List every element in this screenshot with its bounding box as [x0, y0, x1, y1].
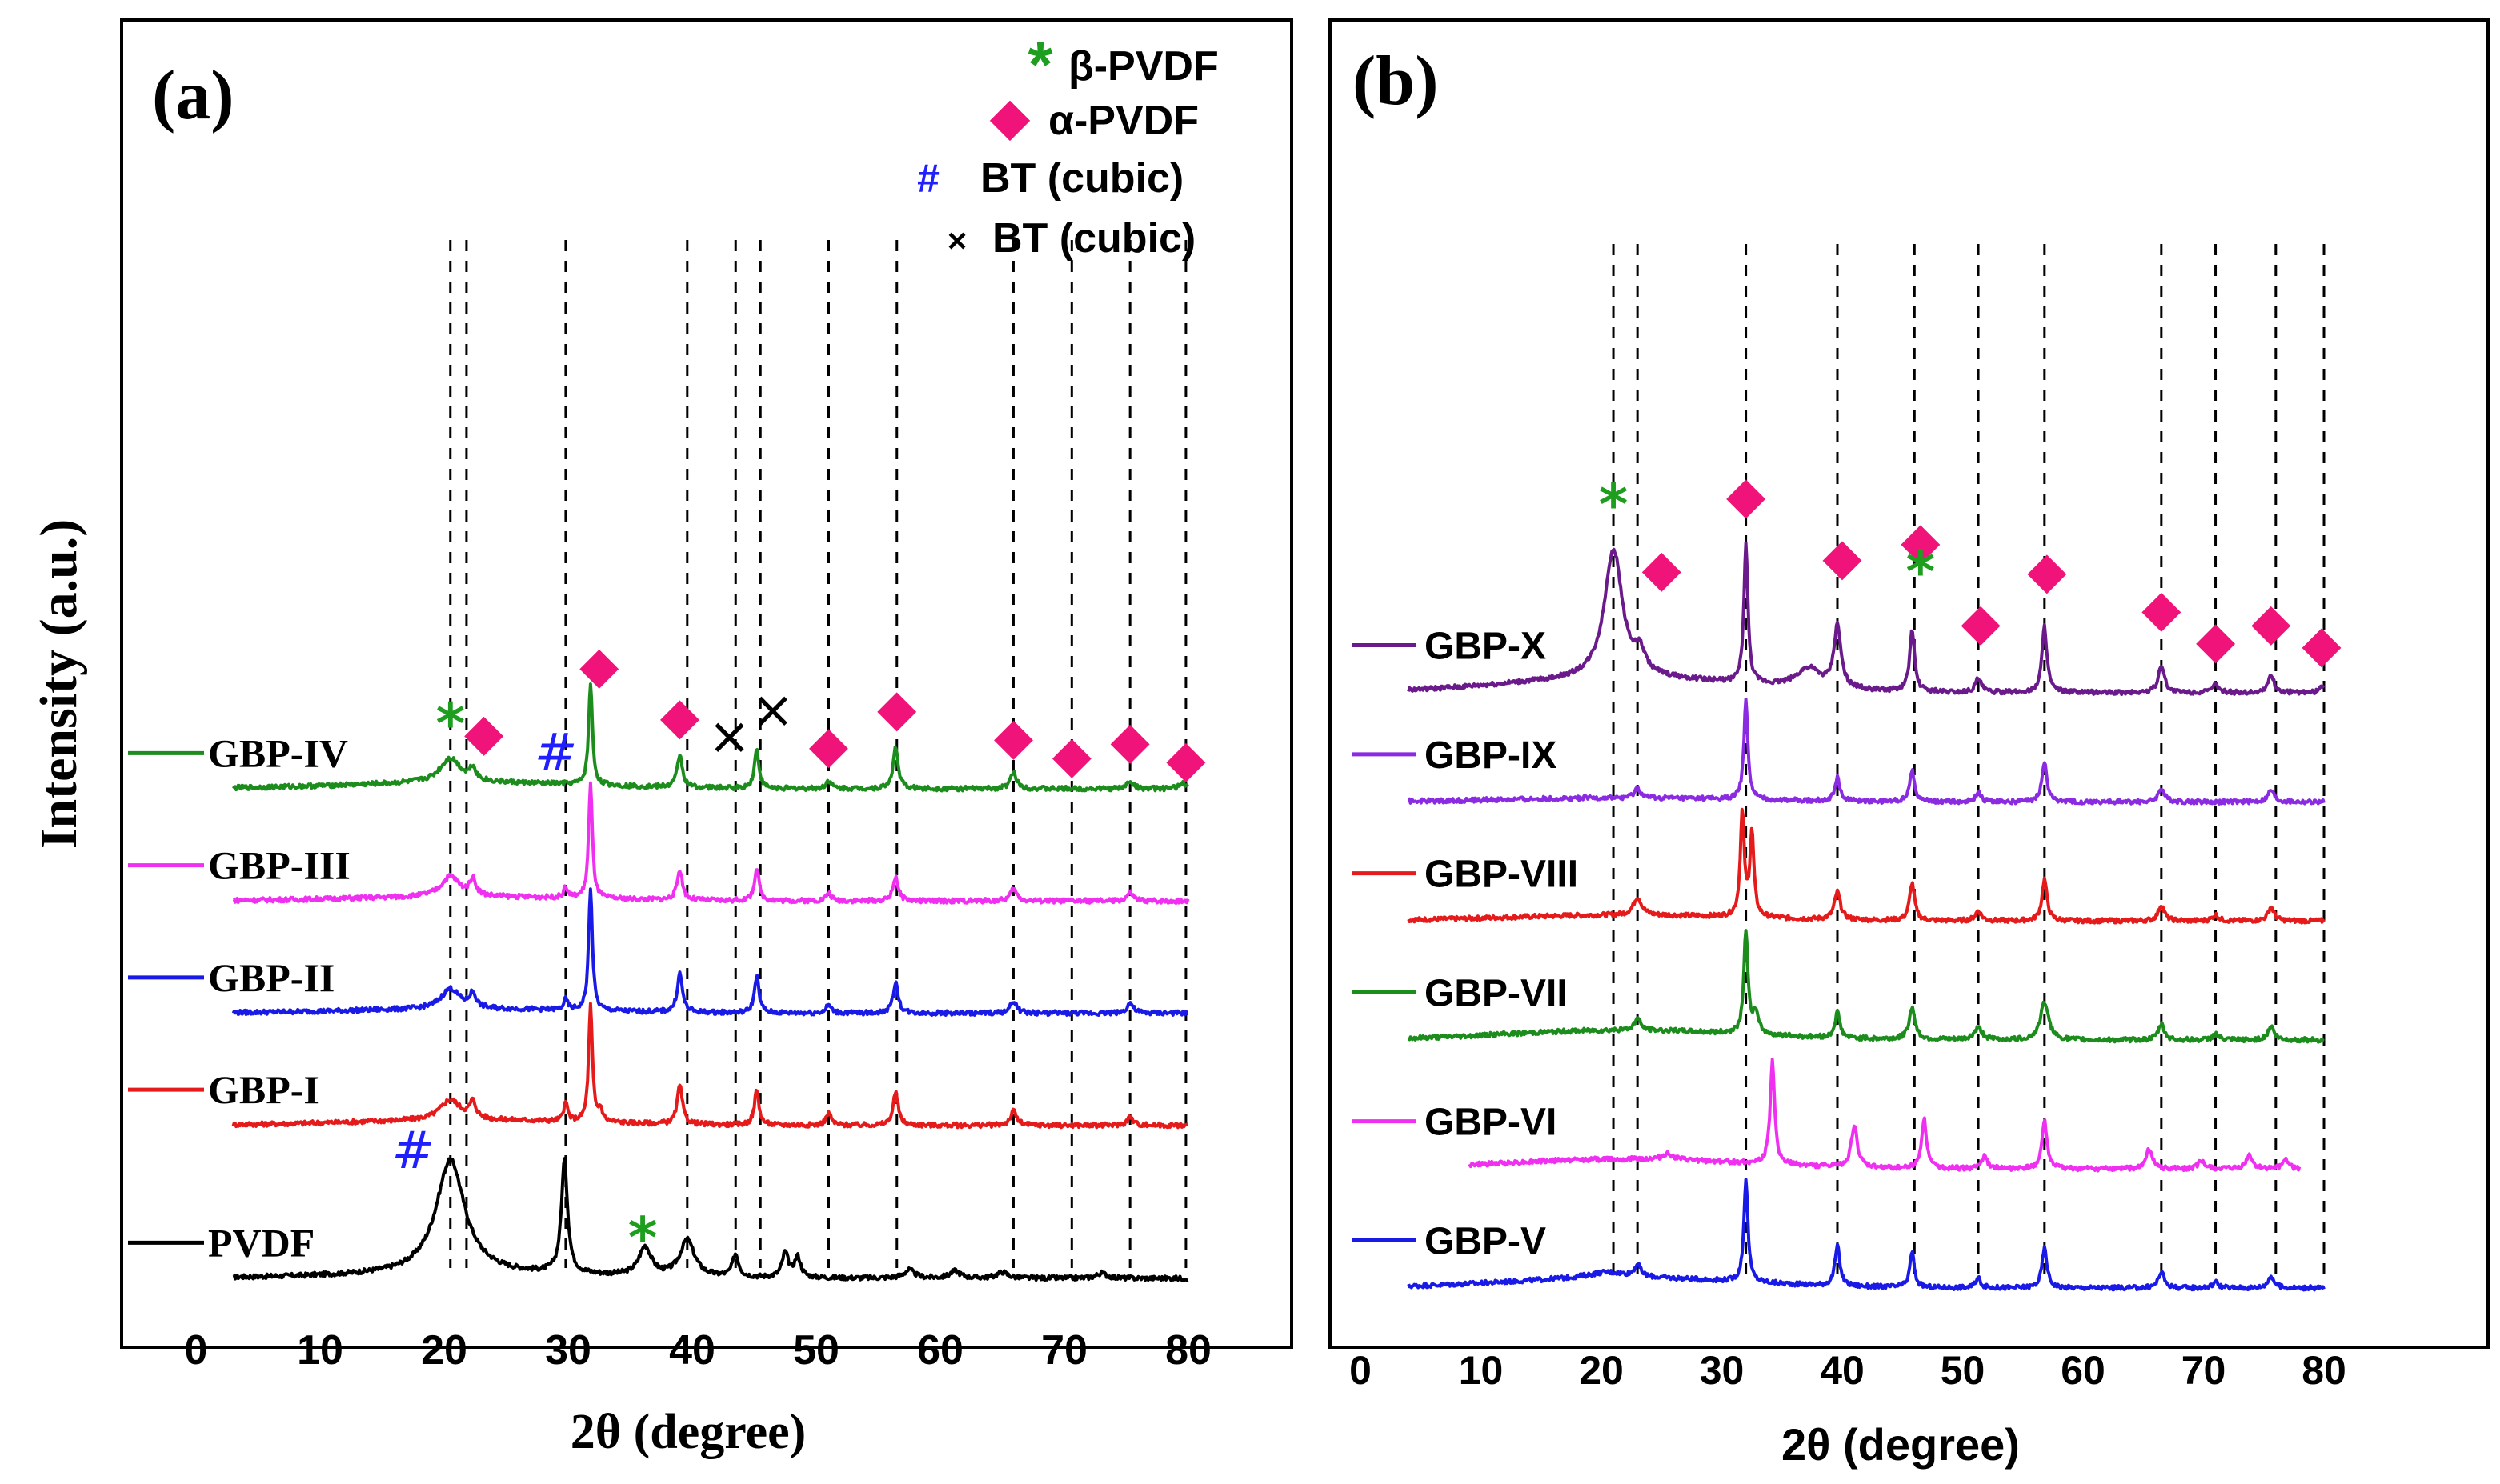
panel-b-xtick-label: 40	[1820, 1348, 1865, 1393]
panel-b-xtick-label: 30	[1700, 1348, 1745, 1393]
trace-gbp-iii	[232, 781, 1190, 905]
series-label-gbp-ii: GBP-II	[208, 955, 335, 1000]
alpha-pvdf-marker: ◆	[2302, 614, 2342, 674]
alpha-pvdf-marker: ◆	[1642, 539, 1682, 598]
trace-gbp-ix	[1408, 698, 2326, 806]
series-label-gbp-i: GBP-I	[208, 1067, 319, 1112]
alpha-pvdf-marker: ◆	[1726, 466, 1766, 525]
series-label-gbp-x: GBP-X	[1424, 625, 1546, 667]
panel-b-xtick-label: 10	[1459, 1348, 1504, 1393]
trace-gbp-v	[1407, 1178, 2326, 1292]
bt-cubic-marker: ×	[708, 707, 751, 766]
panel-a-xtick-label: 20	[421, 1327, 467, 1374]
alpha-pvdf-marker: ◆	[1961, 593, 2001, 652]
legend-bt-cross-symbol: ×	[948, 222, 968, 259]
trace-gbp-ii	[231, 887, 1189, 1018]
legend: * β-PVDF ◆ α-PVDF # BT (cubic) × BT (cub…	[917, 29, 1219, 262]
y-axis-label: Intensity (a.u.)	[30, 519, 88, 850]
panel-a-xtick-label: 70	[1041, 1327, 1088, 1374]
panel-b-xtick-label: 0	[1349, 1348, 1372, 1393]
alpha-pvdf-marker: ◆	[2027, 542, 2067, 601]
series-label-gbp-ix: GBP-IX	[1424, 734, 1556, 777]
series-label-gbp-vii: GBP-VII	[1424, 972, 1568, 1014]
series-label-pvdf: PVDF	[208, 1220, 315, 1265]
legend-alpha-label: α-PVDF	[1048, 98, 1199, 144]
legend-beta-label: β-PVDF	[1068, 43, 1219, 90]
trace-gbp-vi	[1468, 1058, 2302, 1173]
trace-gbp-iv	[231, 682, 1190, 793]
panel-b-xtick-label: 80	[2302, 1348, 2346, 1393]
trace-gbp-viii	[1407, 807, 2326, 925]
trace-gbp-x	[1407, 541, 2326, 697]
alpha-pvdf-marker: ◆	[464, 703, 504, 762]
series-label-gbp-v: GBP-V	[1424, 1220, 1546, 1262]
beta-pvdf-marker: *	[1599, 472, 1629, 538]
alpha-pvdf-marker: ◆	[1111, 711, 1151, 770]
alpha-pvdf-marker: ◆	[994, 707, 1034, 766]
panel-a-frame	[120, 18, 1293, 1349]
alpha-pvdf-marker: ◆	[1822, 527, 1862, 586]
trace-gbp-vii	[1407, 929, 2325, 1044]
beta-pvdf-marker: *	[628, 1206, 658, 1271]
bt-cubic-marker: #	[391, 1122, 435, 1181]
panel-a-xtick-label: 10	[297, 1327, 343, 1374]
series-label-gbp-iv: GBP-IV	[208, 730, 348, 775]
panel-a-xlabel: 2θ (degree)	[571, 1405, 807, 1459]
panel-a-xtick-label: 50	[793, 1327, 839, 1374]
alpha-pvdf-marker: ◆	[2196, 610, 2236, 670]
legend-alpha-symbol: ◆	[990, 86, 1031, 146]
panel-b-xtick-label: 60	[2061, 1348, 2105, 1393]
alpha-pvdf-marker: ◆	[809, 715, 849, 774]
alpha-pvdf-marker: ◆	[660, 687, 700, 746]
legend-beta-symbol: *	[1028, 29, 1053, 100]
trace-pvdf	[232, 1157, 1189, 1282]
panel-a-xtick-label: 40	[669, 1327, 715, 1374]
panel-b-label: (b)	[1352, 42, 1439, 120]
panel-a-xtick-label: 60	[917, 1327, 964, 1374]
series-label-gbp-viii: GBP-VIII	[1424, 854, 1578, 896]
trace-gbp-i	[231, 1002, 1189, 1130]
panel-b-xtick-label: 70	[2181, 1348, 2226, 1393]
alpha-pvdf-marker: ◆	[579, 636, 619, 695]
alpha-pvdf-marker: ◆	[2251, 593, 2291, 652]
alpha-pvdf-marker: ◆	[1166, 730, 1206, 789]
panel-b-xlabel: 2θ (degree)	[1781, 1419, 2020, 1470]
legend-bt-hash-symbol: #	[917, 156, 940, 201]
bt-cubic-marker: #	[535, 724, 578, 783]
panel-a-xtick-label: 30	[545, 1327, 591, 1374]
panel-a-xtick-label: 80	[1165, 1327, 1212, 1374]
alpha-pvdf-marker: ◆	[2141, 579, 2181, 638]
legend-bt-cross-label: BT (cubic)	[992, 215, 1196, 262]
panel-a-xtick-label: 0	[185, 1327, 208, 1374]
panel-b-xtick-label: 20	[1579, 1348, 1624, 1393]
alpha-pvdf-marker: ◆	[1052, 726, 1092, 785]
series-label-gbp-iii: GBP-III	[208, 843, 351, 888]
panel-b-frame	[1328, 18, 2490, 1349]
alpha-pvdf-marker: ◆	[877, 678, 917, 738]
panel-a-label: (a)	[152, 57, 234, 134]
series-label-gbp-vi: GBP-VI	[1424, 1102, 1556, 1144]
legend-bt-hash-label: BT (cubic)	[980, 155, 1184, 202]
bt-cubic-marker: ×	[751, 681, 795, 740]
alpha-pvdf-marker: ◆	[1901, 511, 1941, 570]
panel-b-xtick-label: 50	[1941, 1348, 1985, 1393]
beta-pvdf-marker: *	[435, 691, 465, 757]
beta-pvdf-marker: *	[1906, 539, 1936, 605]
